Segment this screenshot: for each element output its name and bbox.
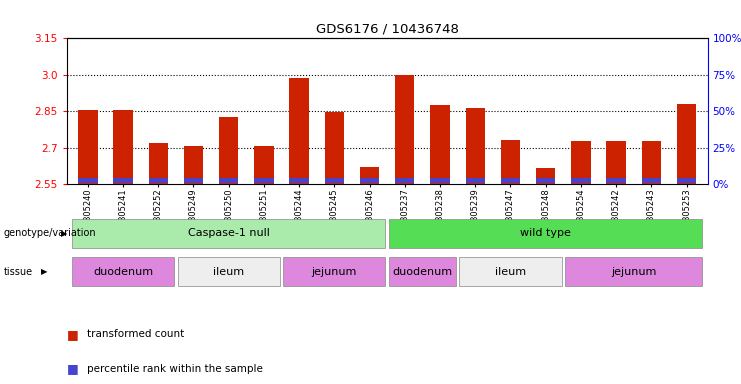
Bar [78,110,98,184]
Bar [501,140,520,184]
Bar [149,144,168,184]
Bar [184,178,203,183]
Text: ileum: ileum [213,266,245,277]
Bar [184,146,203,184]
Bar [465,108,485,184]
Text: ■: ■ [67,362,79,375]
Text: jejunum: jejunum [312,266,357,277]
Text: ■: ■ [67,328,79,341]
Bar [219,117,239,184]
Bar [501,178,520,183]
Text: Caspase-1 null: Caspase-1 null [187,228,270,238]
Bar [149,178,168,183]
Bar [677,178,697,183]
Bar [325,178,344,183]
Bar [571,178,591,183]
Bar [677,104,697,184]
Bar [360,178,379,183]
Bar [254,178,273,183]
Bar [395,178,414,183]
Text: ▶: ▶ [41,267,47,276]
Bar [571,141,591,184]
Bar [395,74,414,184]
Bar [254,146,273,184]
Text: jejunum: jejunum [611,266,657,277]
Text: duodenum: duodenum [93,266,153,277]
Bar [219,178,239,183]
Bar [465,178,485,183]
Bar [642,141,661,184]
Text: transformed count: transformed count [87,329,185,339]
Text: ▶: ▶ [61,229,67,238]
Text: ileum: ileum [495,266,526,277]
Bar [606,178,625,183]
Text: genotype/variation: genotype/variation [4,228,96,238]
Bar [360,167,379,184]
Bar [642,178,661,183]
Bar [290,78,309,184]
Bar [113,178,133,183]
Text: duodenum: duodenum [392,266,453,277]
Text: wild type: wild type [520,228,571,238]
Bar [431,104,450,184]
Bar [113,110,133,184]
Text: percentile rank within the sample: percentile rank within the sample [87,364,263,374]
Bar [606,141,625,184]
Title: GDS6176 / 10436748: GDS6176 / 10436748 [316,23,459,36]
Bar [78,178,98,183]
Bar [536,178,555,183]
Bar [431,178,450,183]
Bar [290,178,309,183]
Text: tissue: tissue [4,266,33,277]
Bar [325,112,344,184]
Bar [536,168,555,184]
